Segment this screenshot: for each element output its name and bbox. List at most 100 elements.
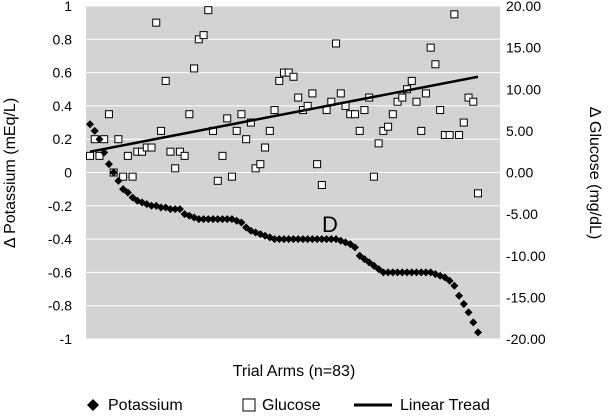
potassium-point (209, 215, 218, 224)
potassium-point (119, 185, 128, 194)
potassium-point (199, 215, 208, 224)
legend-potassium-marker (87, 399, 99, 411)
potassium-point (450, 281, 459, 290)
left-tick-label: 0.4 (53, 98, 73, 114)
left-tick-label: -0.8 (48, 298, 72, 314)
glucose-point (417, 126, 426, 135)
potassium-point (294, 235, 303, 244)
potassium-point (374, 265, 383, 274)
glucose-point (199, 31, 208, 40)
potassium-point (365, 258, 374, 267)
potassium-point (398, 268, 407, 277)
potassium-point (147, 201, 156, 210)
right-tick-label: 15.00 (506, 40, 541, 56)
glucose-point (265, 126, 274, 135)
potassium-point (388, 268, 397, 277)
potassium-point (213, 215, 222, 224)
glucose-point (270, 106, 279, 115)
legend-label: Linear Tread (400, 397, 490, 414)
potassium-point (369, 261, 378, 270)
potassium-point (90, 126, 99, 135)
potassium-point (327, 235, 336, 244)
potassium-point (346, 240, 355, 249)
glucose-point (379, 126, 388, 135)
glucose-point (194, 35, 203, 44)
potassium-point (104, 160, 113, 169)
glucose-point (185, 110, 194, 119)
glucose-point (123, 151, 132, 160)
potassium-point (289, 235, 298, 244)
potassium-point (474, 328, 482, 337)
glucose-point (350, 110, 359, 119)
potassium-point (109, 168, 118, 177)
glucose-point (128, 172, 137, 181)
glucose-point (256, 160, 265, 169)
potassium-point (123, 188, 132, 197)
glucose-point (152, 18, 161, 27)
potassium-point (223, 215, 232, 224)
potassium-point (407, 268, 416, 277)
potassium-point (171, 205, 180, 214)
left-tick-label: 0.2 (53, 131, 73, 147)
potassium-point (417, 268, 426, 277)
glucose-point (227, 172, 236, 181)
potassium-point (421, 268, 430, 277)
glucose-point (459, 118, 468, 127)
glucose-point (393, 97, 402, 106)
left-tick-label: -1 (60, 331, 73, 347)
potassium-point (403, 268, 412, 277)
glucose-point (445, 131, 454, 140)
glucose-point (412, 97, 421, 106)
right-axis-ticks: -20.00 -15.00 -10.00 -5.00 0.00 5.00 10.00 15.0… (506, 0, 546, 347)
left-tick-label: 1 (64, 0, 72, 14)
glucose-point (95, 151, 104, 160)
potassium-point (204, 215, 213, 224)
left-tick-label: 0.8 (53, 31, 73, 47)
grid-lines (86, 5, 500, 340)
glucose-point (289, 72, 298, 81)
potassium-point (440, 273, 449, 282)
potassium-point (218, 215, 227, 224)
potassium-point (114, 176, 123, 185)
right-tick-label: 10.00 (506, 81, 541, 97)
left-axis-title: Δ Potassium (mEq/L) (2, 98, 19, 248)
glucose-point (242, 135, 251, 144)
right-tick-label: 5.00 (506, 123, 533, 139)
potassium-point (459, 300, 468, 309)
potassium-point (308, 235, 317, 244)
potassium-point (156, 203, 165, 212)
glucose-point (431, 60, 440, 69)
glucose-point (156, 126, 165, 135)
glucose-point (86, 151, 94, 160)
series-layer (86, 6, 482, 337)
glucose-point (313, 160, 322, 169)
left-tick-label: 0 (64, 165, 72, 181)
potassium-point (166, 205, 175, 214)
right-tick-label: -5.00 (506, 206, 538, 222)
potassium-point (237, 218, 246, 227)
glucose-point (119, 172, 128, 181)
right-tick-label: 0.00 (506, 165, 533, 181)
right-axis-title: Δ Glucose (mg/dL) (586, 107, 603, 240)
glucose-point (426, 43, 435, 52)
potassium-point (194, 215, 203, 224)
left-tick-label: -0.4 (48, 231, 72, 247)
glucose-point (455, 131, 464, 140)
glucose-point (114, 135, 123, 144)
potassium-point (379, 268, 388, 277)
potassium-point (455, 291, 464, 300)
potassium-point (393, 268, 402, 277)
potassium-point (464, 308, 473, 317)
glucose-point (398, 93, 407, 102)
potassium-point (280, 235, 288, 244)
x-axis-title: Trial Arms (n=83) (233, 363, 356, 380)
glucose-point (294, 93, 303, 102)
potassium-point (350, 243, 359, 252)
potassium-point (100, 148, 109, 157)
right-tick-label: -20.00 (506, 331, 546, 347)
glucose-point (317, 180, 326, 189)
glucose-point (223, 114, 232, 123)
right-tick-label: -10.00 (506, 248, 546, 264)
glucose-point (436, 106, 445, 115)
potassium-point (242, 223, 251, 232)
